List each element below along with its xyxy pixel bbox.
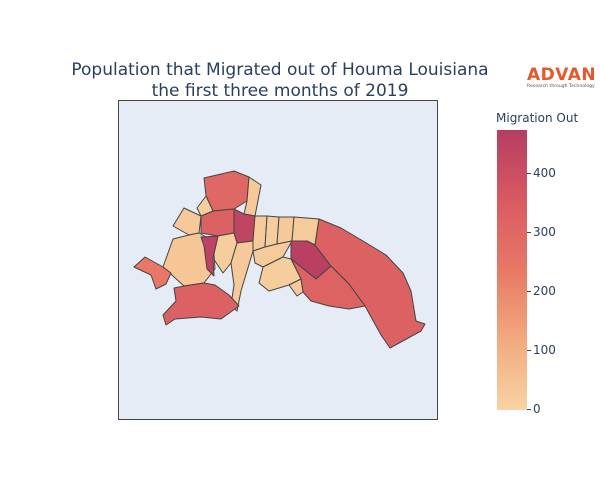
colorbar-title: Migration Out <box>496 111 579 125</box>
region-center-west-b[interactable] <box>196 195 214 217</box>
chart-title: Population that Migrated out of Houma Lo… <box>40 60 520 102</box>
choropleth-map[interactable] <box>119 101 437 419</box>
region-central-sliver[interactable] <box>230 240 254 312</box>
region-south-west[interactable] <box>162 282 240 326</box>
map-frame[interactable] <box>118 100 438 420</box>
region-south-strip-b[interactable] <box>288 278 304 297</box>
colorbar-tick-200: 200 <box>527 284 556 298</box>
region-far-west[interactable] <box>133 256 172 290</box>
region-south-central[interactable] <box>252 240 293 268</box>
region-west-small[interactable] <box>172 207 202 236</box>
advan-logo: ADVAN Research through Technology <box>527 65 597 90</box>
colorbar <box>497 130 527 410</box>
colorbar-tick-0: 0 <box>527 402 541 416</box>
chart-title-line-2: the first three months of 2019 <box>151 81 409 101</box>
region-center-strip-3[interactable] <box>276 216 295 245</box>
colorbar-tick-400: 400 <box>527 166 556 180</box>
colorbar-tick-300: 300 <box>527 225 556 239</box>
colorbar-ticks: 0 100 200 300 400 <box>527 130 567 416</box>
chart-title-line-1: Population that Migrated out of Houma Lo… <box>71 60 489 80</box>
region-central-dark-slim[interactable] <box>200 235 219 277</box>
colorbar-tick-100: 100 <box>527 343 556 357</box>
logo-tagline: Research through Technology <box>527 84 595 89</box>
logo-name: ADVAN <box>527 65 597 85</box>
